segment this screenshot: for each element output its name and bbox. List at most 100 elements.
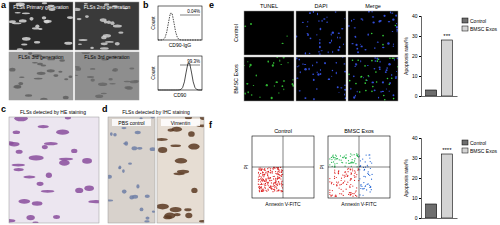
event-dot [357, 155, 358, 156]
bar [441, 154, 452, 218]
event-dot [371, 189, 372, 190]
cell [18, 199, 30, 204]
plot-area [426, 40, 453, 96]
event-dot [263, 169, 264, 170]
cell [42, 145, 48, 149]
event-dot [345, 157, 346, 158]
event-dot [364, 169, 365, 170]
panel-letter: b [143, 0, 149, 10]
axis-line [419, 139, 422, 219]
cell [361, 46, 363, 48]
event-dot [259, 191, 260, 192]
cell [395, 76, 398, 77]
cell [372, 86, 374, 88]
column-header: TUNEL [260, 3, 278, 9]
event-dot [341, 184, 342, 185]
cell [324, 62, 326, 63]
cell [320, 69, 321, 71]
event-dot [280, 178, 281, 179]
cell [319, 39, 321, 40]
cell [335, 11, 337, 12]
event-dot [352, 193, 353, 194]
cell [32, 27, 40, 29]
cell [341, 28, 343, 30]
event-dot [350, 169, 351, 170]
cell [122, 169, 125, 173]
cell [119, 166, 122, 169]
tick-label: 10 [412, 73, 418, 79]
event-dot [271, 188, 272, 189]
cell [389, 57, 391, 59]
cell [132, 195, 138, 199]
event-dot [264, 169, 265, 170]
cell [171, 127, 182, 132]
cell [393, 98, 395, 100]
event-dot [263, 190, 264, 191]
event-dot [334, 172, 335, 173]
legend-entry: BMSC Exos [470, 148, 497, 154]
event-dot [268, 178, 269, 179]
cell [372, 22, 374, 24]
cell [29, 155, 44, 160]
event-dot [338, 170, 339, 171]
cell [377, 60, 379, 62]
axis-title: CD90-IgG [169, 42, 192, 48]
event-dot [356, 174, 357, 175]
event-dot [277, 185, 278, 186]
image-background [108, 117, 155, 223]
event-dot [264, 180, 265, 181]
event-dot [351, 194, 352, 195]
cell [391, 12, 393, 13]
cell [337, 36, 338, 38]
cell [140, 208, 144, 212]
cell [344, 71, 346, 73]
quadrant-line [252, 167, 314, 168]
event-dot [273, 178, 274, 179]
cell [386, 88, 387, 90]
cell [64, 78, 68, 80]
event-dot [277, 190, 278, 191]
cell [344, 18, 345, 20]
event-dot [258, 184, 259, 185]
event-dot [331, 182, 332, 183]
event-dot [274, 190, 275, 191]
event-dot [266, 180, 267, 181]
event-dot [267, 183, 268, 184]
cell [316, 62, 317, 64]
tick-mark [419, 138, 421, 139]
event-dot [273, 183, 274, 184]
cell [371, 91, 373, 93]
event-dot [273, 169, 274, 170]
event-dot [261, 186, 262, 187]
cell [184, 208, 191, 211]
image-background [296, 57, 346, 101]
figure: aFLSs Primary generationFLSs 2nd generat… [0, 0, 500, 225]
event-dot [267, 182, 268, 183]
image-background [296, 11, 346, 55]
event-dot [277, 177, 278, 178]
cell [109, 83, 116, 85]
event-dot [334, 173, 335, 174]
cell [396, 30, 398, 32]
event-dot [334, 169, 335, 170]
tick-mark [419, 36, 421, 37]
event-dot [331, 157, 332, 158]
quadrant-line [328, 167, 390, 168]
event-dot [271, 180, 272, 181]
event-dot [350, 192, 351, 193]
event-dot [341, 162, 342, 163]
cell [113, 24, 122, 27]
micrograph [9, 52, 73, 100]
event-dot [264, 184, 265, 185]
cell [332, 31, 334, 33]
cell [317, 71, 318, 73]
event-dot [263, 188, 264, 189]
event-dot [278, 190, 279, 191]
event-dot [354, 175, 355, 176]
event-dot [276, 187, 277, 188]
event-dot [277, 179, 278, 180]
cell [199, 220, 204, 223]
event-dot [357, 155, 358, 156]
event-dot [260, 173, 261, 174]
cell [331, 33, 332, 35]
